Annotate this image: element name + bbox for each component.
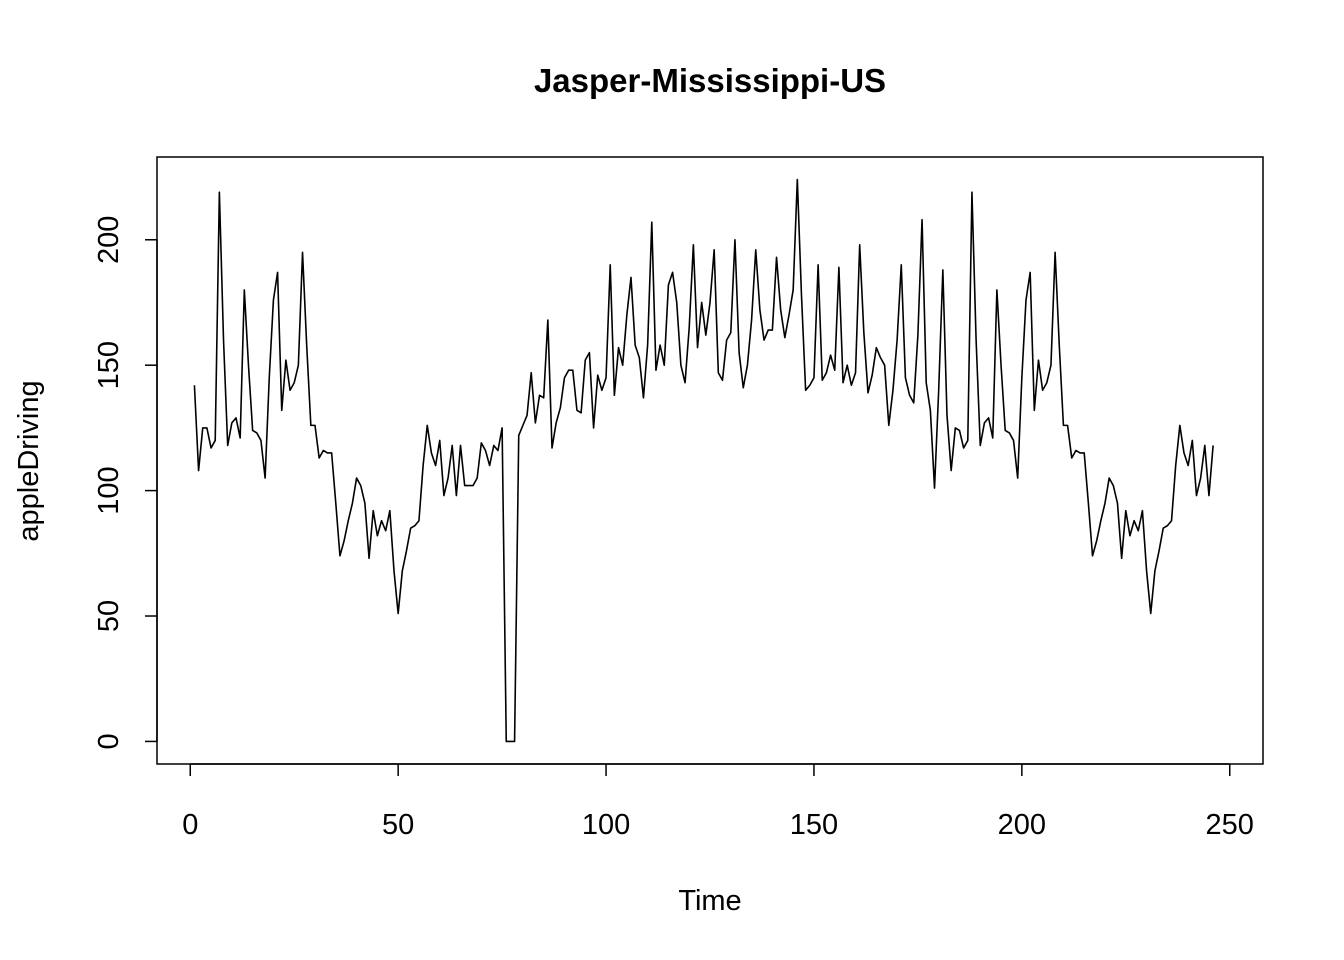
x-tick-label: 0 <box>182 809 198 841</box>
chart-title: Jasper-Mississippi-US <box>534 62 886 99</box>
x-tick-label: 50 <box>382 809 414 841</box>
y-tick-label: 50 <box>93 600 125 632</box>
y-tick-label: 100 <box>93 466 125 514</box>
y-tick-label: 150 <box>93 341 125 389</box>
plot-frame <box>156 156 1264 765</box>
x-axis-label: Time <box>678 885 741 917</box>
x-tick-label: 150 <box>790 809 838 841</box>
y-axis-label: appleDriving <box>13 380 45 541</box>
series-line <box>193 178 1214 743</box>
x-axis: 0 50 100 150 200 250 <box>182 763 1254 841</box>
x-tick-label: 250 <box>1206 809 1254 841</box>
y-tick-label: 0 <box>93 733 125 749</box>
x-tick-label: 200 <box>998 809 1046 841</box>
x-tick-label: 100 <box>582 809 630 841</box>
y-tick-label: 200 <box>93 216 125 264</box>
y-axis: 0 50 100 150 200 <box>93 216 158 749</box>
